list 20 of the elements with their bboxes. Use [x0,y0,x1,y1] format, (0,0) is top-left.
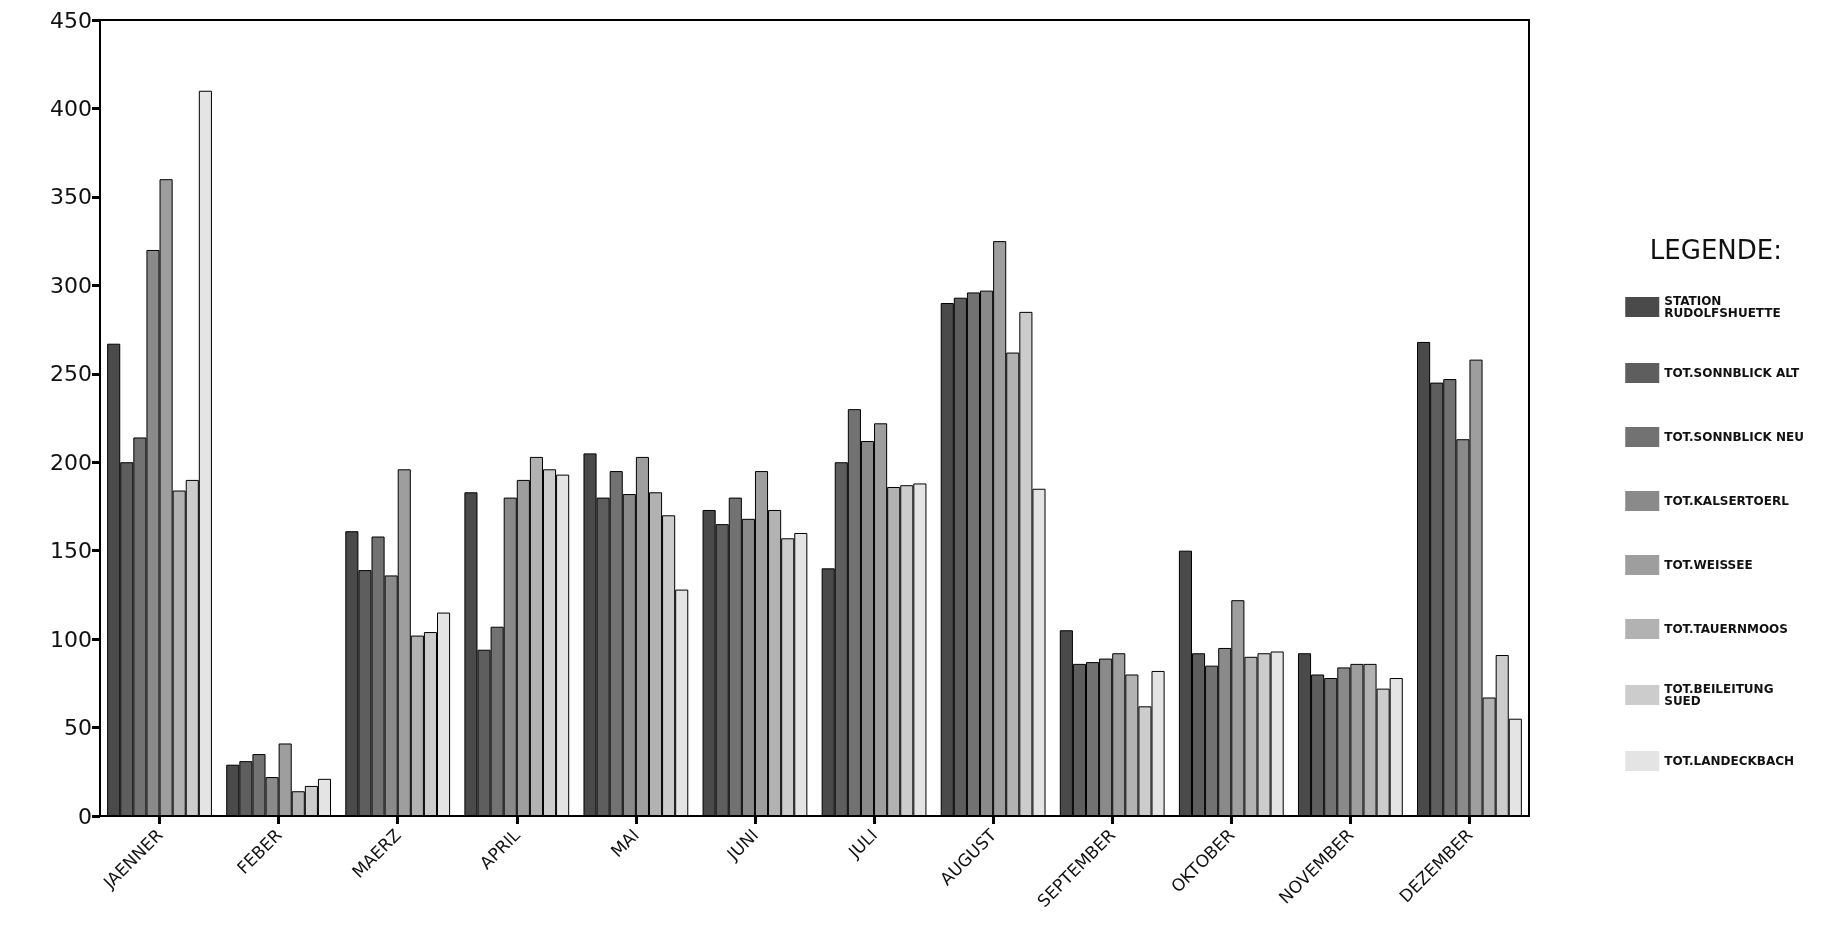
y-tick-label: 450 [50,7,92,33]
legend-label: TOT.SONNBLICK NEU [1664,430,1804,444]
legend-label: TOT.KALSERTOERL [1664,494,1790,508]
y-tick-label: 200 [50,449,92,475]
legend-label: TOT.BEILEITUNG SUED [1664,682,1778,708]
legend-title: LEGENDE: [1649,235,1783,265]
x-tick-label: MAI [606,824,643,862]
legend-label: STATION RUDOLFSHUETTE [1664,294,1781,320]
y-tick-label: 150 [50,538,92,564]
y-tick-label: 350 [50,184,92,210]
legend-label: TOT.SONNBLICK ALT [1664,366,1800,380]
y-tick-label: 250 [50,361,92,387]
legend-label: TOT.LANDECKBACH [1664,754,1795,768]
legend-label: TOT.WEISSEE [1664,558,1753,572]
y-tick-label: 300 [50,272,92,298]
legend-label: TOT.TAUERNMOOS [1664,622,1788,636]
y-tick-label: 400 [50,95,92,121]
y-tick-label: 100 [50,626,92,652]
y-tick-label: 50 [64,715,92,741]
y-tick-label: 0 [78,803,92,829]
